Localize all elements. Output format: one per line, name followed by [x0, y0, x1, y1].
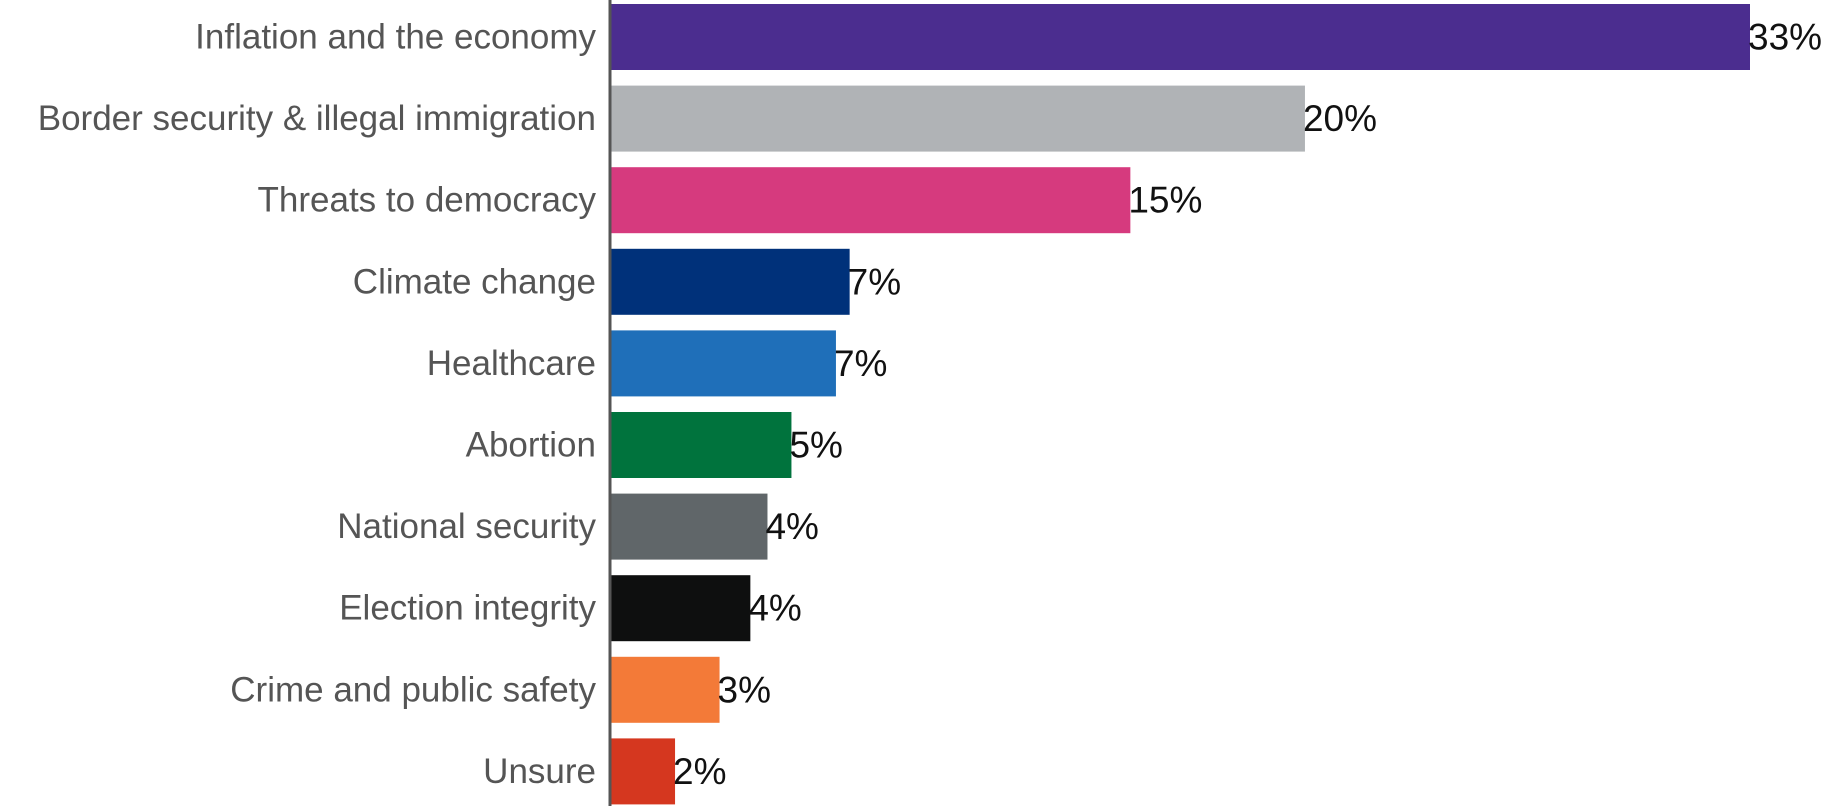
category-label: Healthcare: [427, 344, 596, 383]
value-label: 20%: [1303, 98, 1377, 139]
category-label: Threats to democracy: [258, 181, 597, 220]
value-label: 15%: [1128, 180, 1202, 221]
category-label: Crime and public safety: [230, 670, 596, 709]
value-label: 5%: [789, 425, 842, 466]
value-label: 7%: [834, 343, 887, 384]
value-labels: 33% 20% 15% 7% 7% 5% 4% 4% 3% 2%: [673, 17, 1822, 792]
bar: [610, 248, 850, 315]
category-label: Unsure: [483, 752, 596, 791]
value-label: 4%: [765, 506, 818, 547]
category-label: Climate change: [353, 262, 596, 301]
category-label: Abortion: [466, 426, 596, 465]
bar: [610, 738, 676, 805]
bar: [610, 4, 1750, 70]
bar: [610, 167, 1131, 234]
bar: [610, 330, 836, 397]
bar: [610, 412, 792, 478]
value-label: 7%: [848, 261, 901, 302]
category-label: Inflation and the economy: [195, 18, 596, 57]
value-label: 2%: [673, 751, 726, 792]
category-label: Border security & illegal immigration: [38, 99, 596, 138]
category-labels: Inflation and the economy Border security…: [38, 18, 597, 791]
bar: [610, 85, 1305, 152]
value-label: 4%: [748, 588, 801, 629]
value-label: 3%: [718, 669, 771, 710]
bar: [610, 493, 768, 560]
bar: [610, 575, 751, 642]
bar: [610, 656, 720, 723]
category-label: Election integrity: [339, 589, 596, 628]
value-label: 33%: [1748, 17, 1822, 58]
category-label: National security: [337, 507, 596, 546]
bars-layer: [610, 4, 1750, 805]
